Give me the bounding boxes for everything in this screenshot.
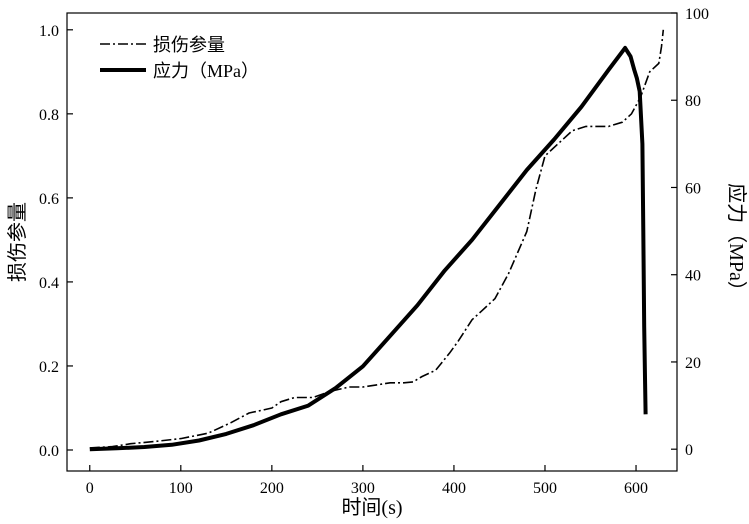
legend-damage-label: 损伤参量 <box>153 35 225 55</box>
y-right-tick-label: 100 <box>685 6 709 23</box>
x-tick-label: 300 <box>351 480 375 497</box>
series-layer <box>90 30 664 449</box>
y-right-tick-label: 0 <box>685 442 693 459</box>
y-right-tick-label: 40 <box>685 268 701 285</box>
legend-stress-label: 应力（MPa） <box>153 61 259 81</box>
y-axis-left: 0.0 0.2 0.4 0.6 0.8 1.0 <box>39 23 73 460</box>
y-axis-right-label: 应力（MPa） <box>725 183 748 301</box>
x-tick-label: 200 <box>260 480 284 497</box>
y-left-tick-label: 0.8 <box>39 107 59 124</box>
y-left-tick-label: 0.4 <box>39 275 59 292</box>
y-right-tick-label: 20 <box>685 355 701 372</box>
y-axis-left-label: 损伤参量 <box>6 202 29 282</box>
x-tick-label: 500 <box>533 480 557 497</box>
y-right-tick-label: 60 <box>685 180 701 197</box>
x-tick-label: 100 <box>169 480 193 497</box>
y-left-tick-label: 0.2 <box>39 359 59 376</box>
x-tick-label: 400 <box>442 480 466 497</box>
x-tick-label: 0 <box>86 480 94 497</box>
stress-series-line <box>90 48 646 449</box>
plot-frame <box>67 13 677 471</box>
y-right-tick-label: 80 <box>685 93 701 110</box>
x-axis: 0 100 200 300 400 500 600 <box>86 465 648 497</box>
y-left-tick-label: 0.6 <box>39 191 59 208</box>
damage-series-line <box>90 30 664 448</box>
x-axis-label: 时间(s) <box>341 496 402 519</box>
y-left-tick-label: 0.0 <box>39 443 59 460</box>
dual-axis-line-chart: 0100200300400500600 0.00.20.40.60.81.0 0… <box>0 0 749 524</box>
x-tick-label: 600 <box>624 480 648 497</box>
y-left-tick-label: 1.0 <box>39 23 59 40</box>
legend: 损伤参量 应力（MPa） <box>100 35 259 81</box>
